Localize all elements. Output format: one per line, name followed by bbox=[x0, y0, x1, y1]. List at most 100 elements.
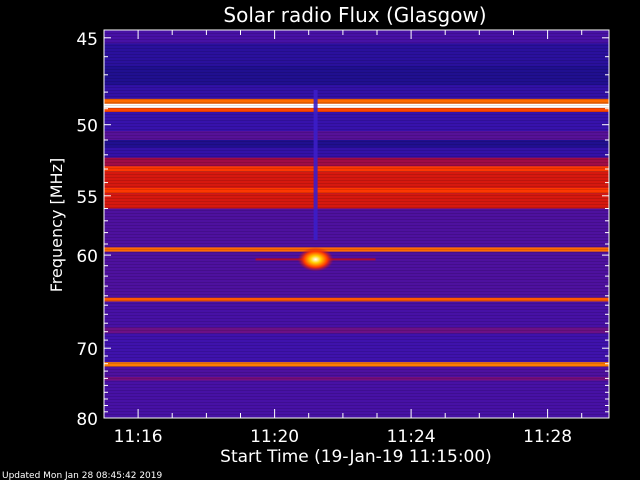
band-striation bbox=[104, 213, 609, 214]
chart-title: Solar radio Flux (Glasgow) bbox=[223, 3, 486, 27]
band-striation bbox=[104, 51, 609, 52]
band-striation bbox=[104, 87, 609, 88]
band-striation bbox=[104, 189, 609, 190]
band-striation bbox=[104, 198, 609, 199]
band-striation bbox=[104, 378, 609, 379]
band-striation bbox=[104, 276, 609, 277]
band-striation bbox=[104, 138, 609, 139]
band-striation bbox=[104, 399, 609, 400]
band-striation bbox=[104, 297, 609, 298]
band-striation bbox=[104, 300, 609, 301]
band-striation bbox=[104, 282, 609, 283]
band-striation bbox=[104, 345, 609, 346]
frequency-band bbox=[104, 107, 609, 112]
frequency-band bbox=[104, 85, 609, 99]
band-striation bbox=[104, 54, 609, 55]
frequency-band bbox=[104, 208, 609, 248]
band-striation bbox=[104, 390, 609, 391]
band-striation bbox=[104, 204, 609, 205]
band-striation bbox=[104, 33, 609, 34]
band-striation bbox=[104, 369, 609, 370]
frequency-band bbox=[104, 247, 609, 252]
band-striation bbox=[104, 360, 609, 361]
band-striation bbox=[104, 330, 609, 331]
band-striation bbox=[104, 249, 609, 250]
y-tick-label: 45 bbox=[76, 30, 98, 50]
updated-timestamp: Updated Mon Jan 28 08:45:42 2019 bbox=[2, 471, 163, 480]
frequency-band bbox=[104, 327, 609, 334]
frequency-band bbox=[104, 111, 609, 131]
frequency-band bbox=[104, 98, 609, 104]
x-tick-label: 11:16 bbox=[114, 427, 163, 447]
band-striation bbox=[104, 201, 609, 202]
frequency-band bbox=[104, 130, 609, 141]
band-striation bbox=[104, 237, 609, 238]
band-striation bbox=[104, 147, 609, 148]
band-striation bbox=[104, 39, 609, 40]
band-striation bbox=[104, 279, 609, 280]
x-tick-label: 11:24 bbox=[387, 427, 436, 447]
band-striation bbox=[104, 105, 609, 106]
y-tick-label: 80 bbox=[76, 410, 98, 430]
band-striation bbox=[104, 186, 609, 187]
band-striation bbox=[104, 288, 609, 289]
band-striation bbox=[104, 402, 609, 403]
band-striation bbox=[104, 354, 609, 355]
band-striation bbox=[104, 225, 609, 226]
y-tick-label: 70 bbox=[76, 340, 98, 360]
band-striation bbox=[104, 102, 609, 103]
band-striation bbox=[104, 387, 609, 388]
band-striation bbox=[104, 309, 609, 310]
band-striation bbox=[104, 222, 609, 223]
band-striation bbox=[104, 42, 609, 43]
frequency-band bbox=[104, 376, 609, 381]
band-striation bbox=[104, 144, 609, 145]
band-striation bbox=[104, 90, 609, 91]
band-striation bbox=[104, 153, 609, 154]
band-striation bbox=[104, 156, 609, 157]
spectrogram-plot bbox=[104, 30, 609, 418]
x-tick-label: 11:20 bbox=[250, 427, 299, 447]
band-striation bbox=[104, 141, 609, 142]
band-striation bbox=[104, 324, 609, 325]
band-striation bbox=[104, 36, 609, 37]
band-striation bbox=[104, 216, 609, 217]
band-striation bbox=[104, 294, 609, 295]
band-striation bbox=[104, 291, 609, 292]
band-striation bbox=[104, 393, 609, 394]
band-striation bbox=[104, 159, 609, 160]
band-striation bbox=[104, 384, 609, 385]
band-striation bbox=[104, 135, 609, 136]
band-striation bbox=[104, 381, 609, 382]
frequency-band bbox=[104, 103, 609, 108]
frequency-band bbox=[104, 147, 609, 158]
band-striation bbox=[104, 414, 609, 415]
band-striation bbox=[104, 366, 609, 367]
band-striation bbox=[104, 285, 609, 286]
band-striation bbox=[104, 111, 609, 112]
band-striation bbox=[104, 177, 609, 178]
band-striation bbox=[104, 69, 609, 70]
band-striation bbox=[104, 45, 609, 46]
band-striation bbox=[104, 174, 609, 175]
band-striation bbox=[104, 117, 609, 118]
y-axis: 45 50 55 60 70 80 bbox=[76, 30, 609, 430]
frequency-band bbox=[104, 65, 609, 86]
band-striation bbox=[104, 66, 609, 67]
band-striation bbox=[104, 363, 609, 364]
band-striation bbox=[104, 180, 609, 181]
frequency-band bbox=[104, 193, 609, 209]
frequency-band bbox=[104, 140, 609, 148]
frequency-band bbox=[104, 43, 609, 66]
frequency-band bbox=[104, 366, 609, 377]
band-striation bbox=[104, 219, 609, 220]
band-striation bbox=[104, 210, 609, 211]
band-striation bbox=[104, 165, 609, 166]
band-striation bbox=[104, 63, 609, 64]
band-striation bbox=[104, 228, 609, 229]
band-striation bbox=[104, 120, 609, 121]
band-striation bbox=[104, 303, 609, 304]
frequency-band bbox=[104, 380, 609, 418]
frequency-band bbox=[104, 362, 609, 367]
